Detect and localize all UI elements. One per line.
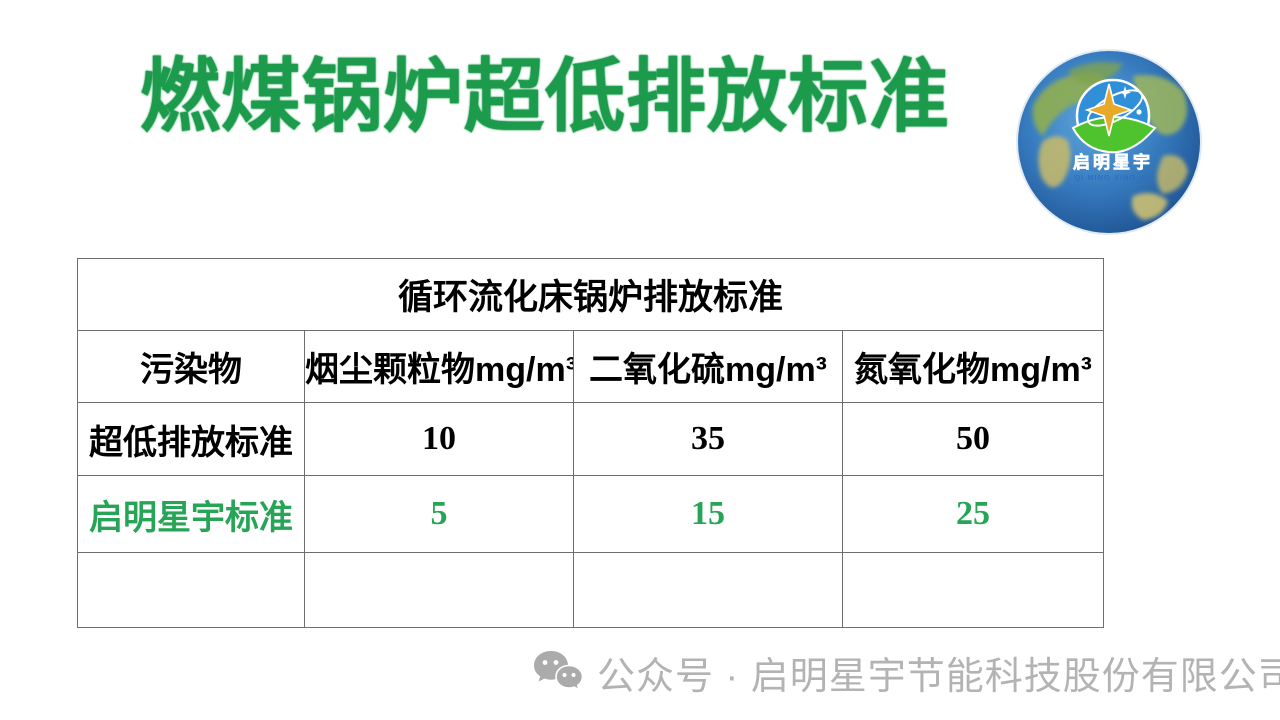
logo-en-text: QI MING XING YU	[1074, 173, 1151, 182]
table-row-ultra-low: 超低排放标准 10 35 50	[77, 402, 1105, 476]
cell-value	[304, 552, 574, 628]
emission-standards-table: 循环流化床锅炉排放标准 污染物 烟尘颗粒物mg/m³ 二氧化硫mg/m³ 氮氧化…	[76, 258, 1105, 628]
cell-value: 15	[573, 475, 843, 553]
wechat-icon	[534, 651, 583, 692]
cell-value: 35	[573, 402, 843, 476]
logo-cn-text: 启明星宇	[1073, 152, 1153, 172]
table-row-qimingxingyu: 启明星宇标准 5 15 25	[77, 475, 1105, 553]
cell-value: 25	[841, 475, 1105, 553]
col-header-dust: 烟尘颗粒物mg/m³	[304, 330, 574, 403]
cell-value: 5	[304, 475, 574, 553]
cell-value: 50	[841, 402, 1105, 476]
table-row-empty	[77, 552, 1105, 628]
cell-value: 10	[304, 402, 574, 476]
row-label: 启明星宇标准	[77, 475, 305, 553]
star-icon	[1084, 83, 1134, 137]
table-header-row: 污染物 烟尘颗粒物mg/m³ 二氧化硫mg/m³ 氮氧化物mg/m³	[77, 330, 1105, 403]
emblem	[1071, 78, 1157, 154]
col-header-nox: 氮氧化物mg/m³	[841, 330, 1105, 403]
footer-company-text: 公众号 · 启明星宇节能科技股份有限公司	[597, 655, 1280, 698]
col-header-so2: 二氧化硫mg/m³	[573, 330, 843, 403]
footer-watermark: 公众号 · 启明星宇节能科技股份有限公司	[533, 640, 1280, 704]
col-header-pollutant: 污染物	[77, 330, 305, 403]
table-title: 循环流化床锅炉排放标准	[76, 258, 1105, 331]
slide-title: 燃煤锅炉超低排放标准	[140, 52, 950, 141]
cell-value	[841, 552, 1105, 628]
globe-icon: 启明星宇 QI MING XING YU	[1016, 49, 1202, 235]
company-logo: 启明星宇 QI MING XING YU	[1013, 46, 1205, 238]
row-label: 超低排放标准	[77, 402, 305, 476]
row-label	[77, 552, 305, 628]
cell-value	[573, 552, 843, 628]
